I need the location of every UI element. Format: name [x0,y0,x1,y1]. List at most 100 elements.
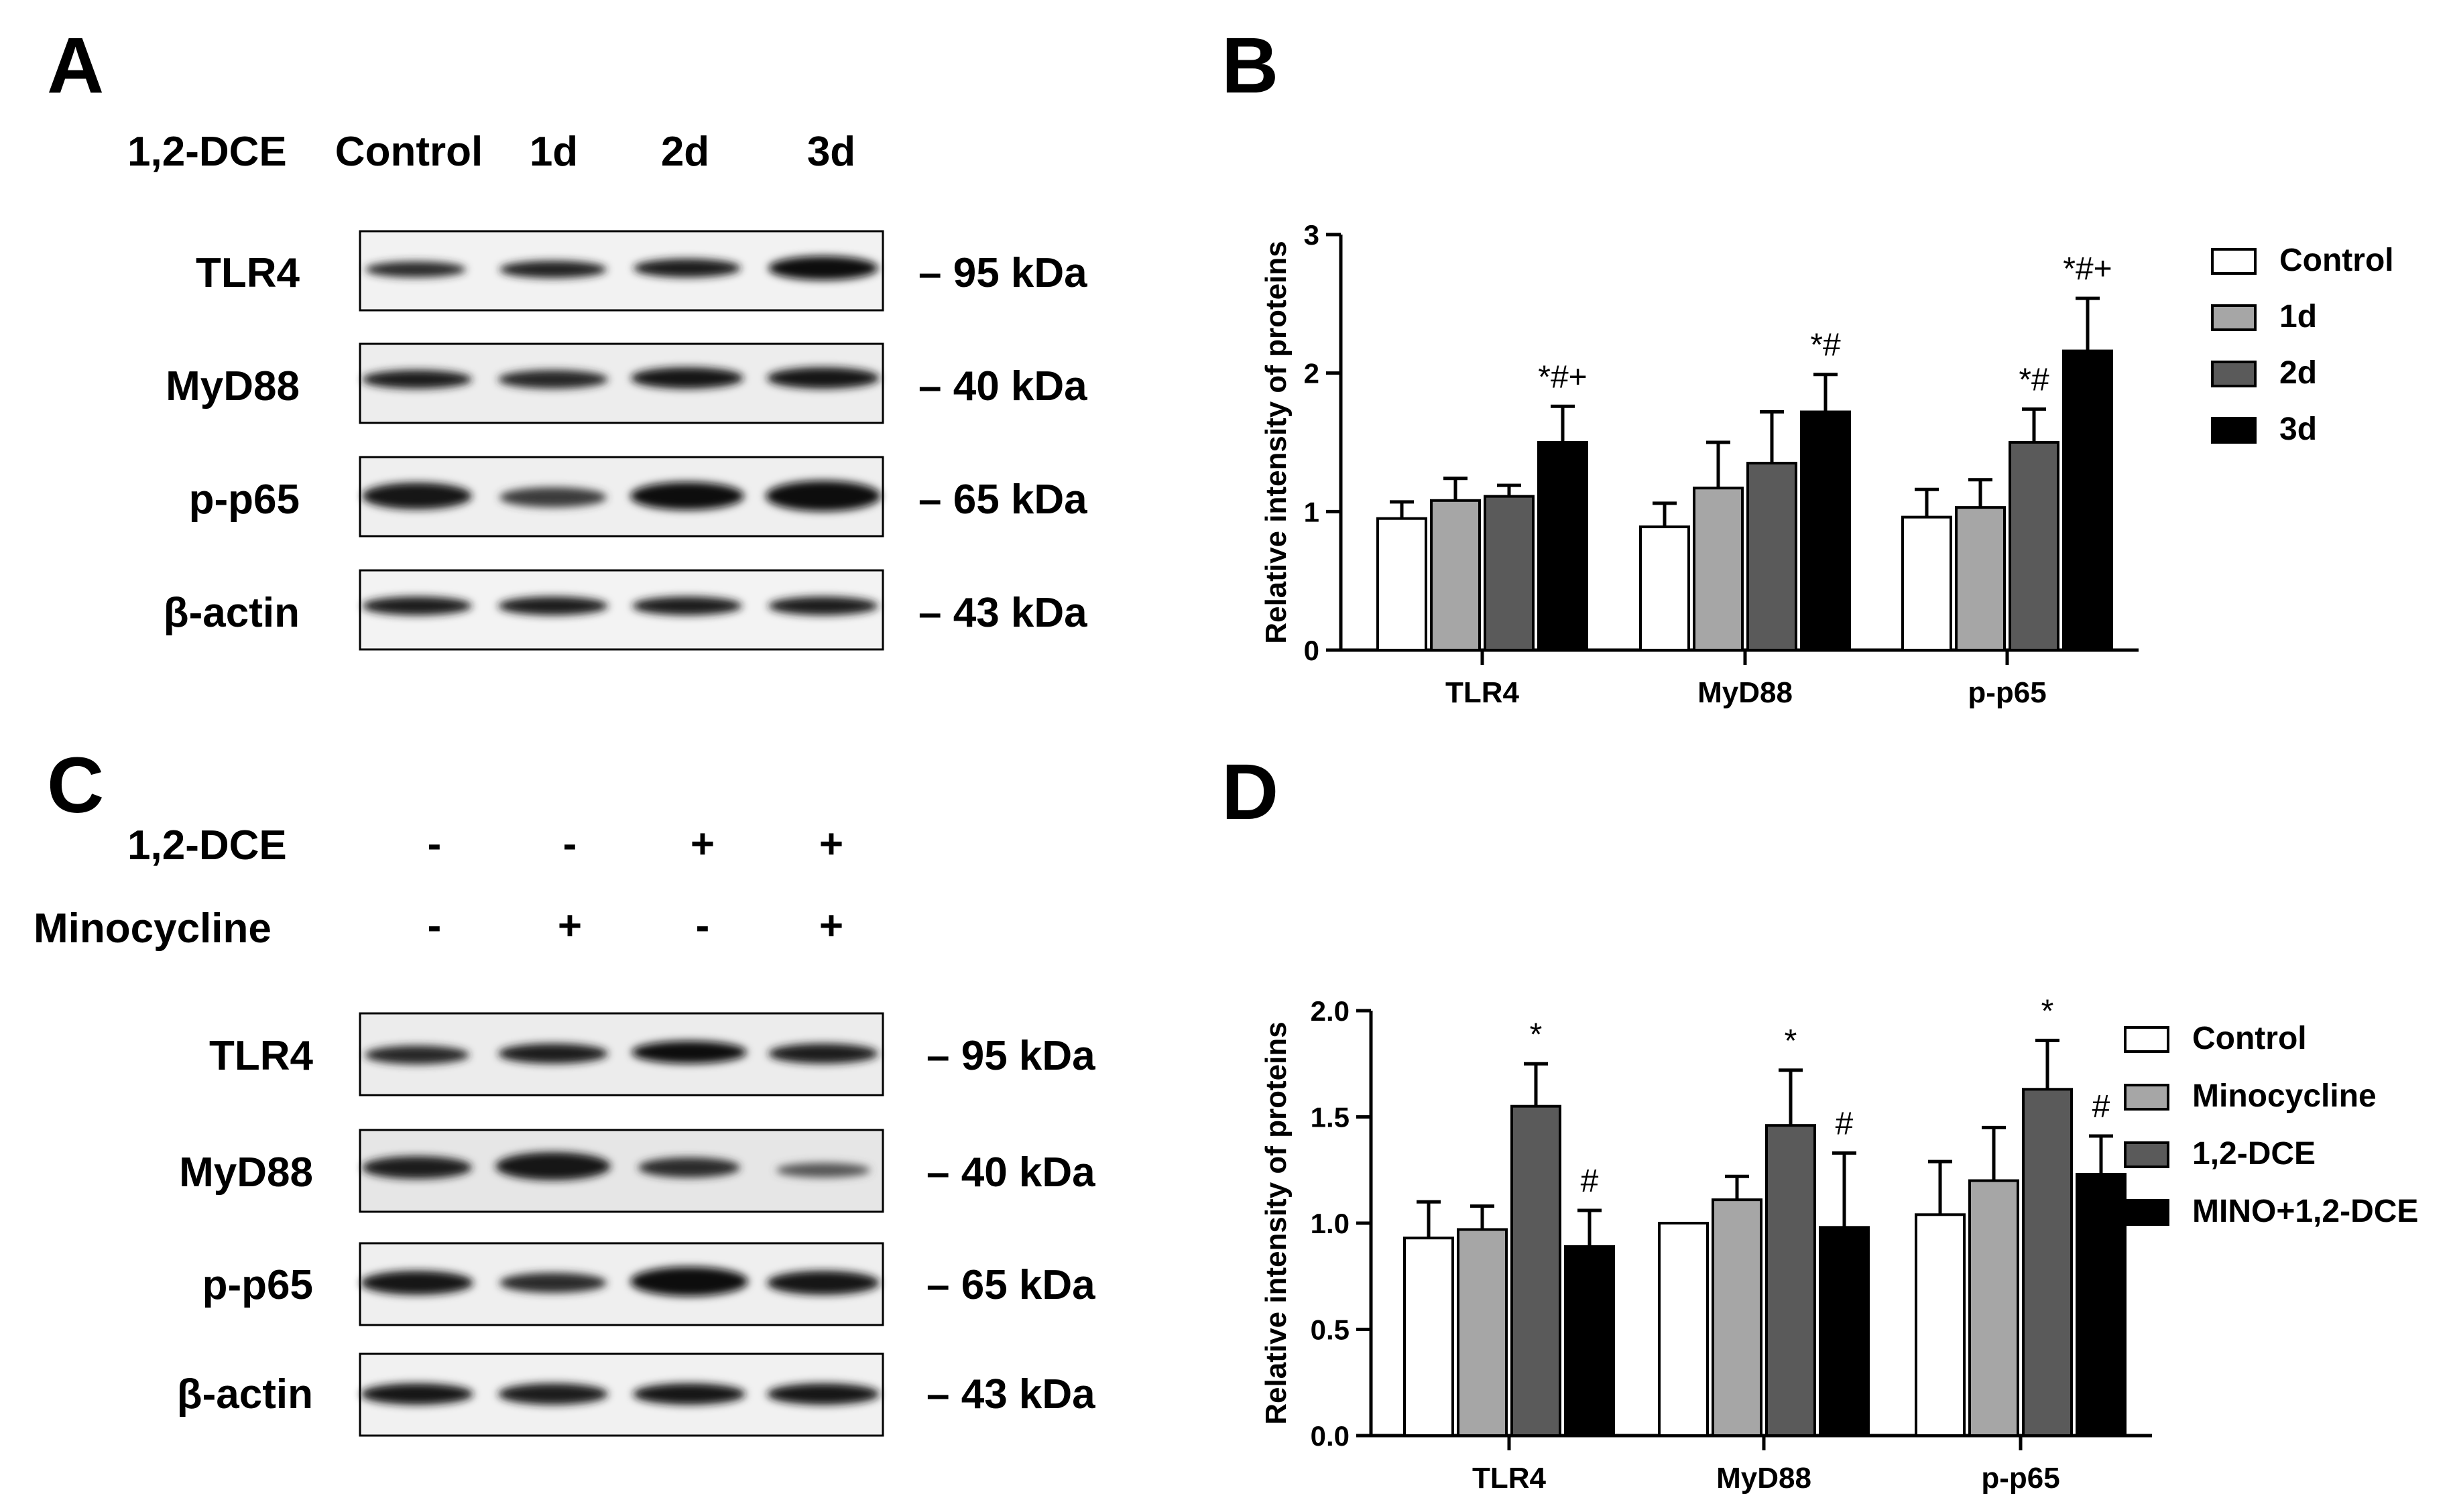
row-label-dce: 1,2-DCE [127,129,287,175]
band [362,1156,472,1179]
sign-mino-lane2: + [558,903,582,949]
panel-letter-a: A [47,21,104,110]
y-tick-label: 1.5 [1311,1102,1350,1133]
band [633,1383,745,1405]
band [631,367,743,389]
band [638,1157,740,1178]
legend-label: Control [2192,1021,2307,1056]
blot-c-tlr4 [359,1012,884,1096]
y-tick-label: 0 [1304,635,1319,666]
legend-label: 2d [2279,355,2317,391]
blot-a-myd88 [359,342,884,424]
panel-c: C 1,2-DCE Minocycline - - + + - + - + TL… [34,741,1095,1437]
kda-label-beta-actin: – 43 kDa [918,590,1087,636]
band [632,596,742,615]
kda-label-p-p65: – 65 kDa [926,1262,1095,1308]
bar [1901,515,1952,651]
sign-mino-lane4: + [819,903,843,949]
bar [1430,499,1481,651]
protein-label-p-p65: p-p65 [202,1262,313,1308]
legend-swatch [2211,304,2257,331]
blot-a-p-p65 [359,456,884,538]
x-tick-label: p-p65 [1968,676,2046,709]
blot-c-beta-actin [359,1352,884,1437]
band [767,1271,880,1295]
legend-swatch [2124,1084,2169,1111]
band [498,1044,608,1064]
kda-label-tlr4: – 95 kDa [918,250,1087,296]
blot-a-beta-actin [359,569,884,651]
significance-label: # [1581,1163,1599,1199]
band [766,481,881,511]
panel-letter-d: D [1221,748,1278,836]
y-tick-label: 0.0 [1311,1420,1350,1452]
band [776,1163,870,1178]
x-tick-label: TLR4 [1445,676,1520,709]
legend-label: Control [2279,243,2394,278]
bar [1537,441,1588,651]
bar [1746,462,1797,651]
legend-swatch [2124,1141,2169,1168]
significance-label: *# [1810,328,1841,363]
bar [1484,495,1535,651]
significance-label: *#+ [2063,251,2112,287]
sign-dce-lane3: + [691,821,715,867]
protein-label-tlr4: TLR4 [196,250,300,296]
panel-letter-b: B [1221,21,1278,110]
legend-swatch [2211,361,2257,387]
band [365,1046,469,1064]
bar [1376,517,1427,652]
kda-label-myd88: – 40 kDa [918,363,1087,410]
significance-label: *# [2019,362,2049,397]
y-tick-label: 2.0 [1311,995,1350,1027]
x-tick-label: MyD88 [1716,1462,1811,1495]
x-tick-label: p-p65 [1981,1462,2059,1495]
band [499,487,607,507]
y-tick-label: 1 [1304,496,1319,527]
legend-swatch [2211,417,2257,444]
legend-label: 3d [2279,412,2317,447]
x-tick-label: MyD88 [1697,676,1793,709]
protein-label-p-p65: p-p65 [189,477,300,523]
y-tick-label: 0.5 [1311,1314,1350,1346]
sign-mino-lane1: - [428,903,442,949]
bar [1955,506,2006,652]
band [499,261,607,278]
band [362,596,472,615]
protein-label-beta-actin: β-actin [177,1371,313,1418]
panel-a: A 1,2-DCE Control 1d 2d 3d TLR4 MyD88 p-… [47,21,1087,651]
treatment-label-minocycline: Minocycline [34,905,272,952]
kda-label-tlr4: – 95 kDa [926,1033,1095,1079]
significance-label: * [2041,993,2054,1029]
lane-label-1d: 1d [530,129,578,175]
lane-label-control: Control [335,129,483,175]
kda-label-beta-actin: – 43 kDa [926,1371,1095,1418]
band [365,261,466,277]
protein-label-myd88: MyD88 [179,1149,313,1196]
bar [1765,1124,1816,1438]
band [767,1383,880,1405]
band [498,370,608,389]
legend-label: Minocycline [2192,1078,2377,1114]
chart-b: 0 1 2 3 Relative intensity of proteins TLR4 *#… [1260,219,2394,709]
y-tick-label: 1.0 [1311,1208,1350,1239]
band [630,1267,748,1296]
band [495,1152,611,1180]
bar [1564,1245,1615,1437]
bar [1693,487,1744,652]
significance-label: # [2092,1089,2110,1125]
treatment-label-dce: 1,2-DCE [127,822,287,869]
legend-swatch [2211,248,2257,275]
kda-label-myd88: – 40 kDa [926,1149,1095,1196]
band [499,1273,607,1293]
bar [1712,1198,1762,1437]
legend-swatch [2124,1026,2169,1053]
sign-dce-lane4: + [819,821,843,867]
bar [1658,1222,1709,1437]
band [361,1271,473,1295]
bar [1403,1237,1454,1437]
band [498,1383,608,1405]
bar [1819,1226,1870,1437]
bar [1510,1105,1561,1438]
